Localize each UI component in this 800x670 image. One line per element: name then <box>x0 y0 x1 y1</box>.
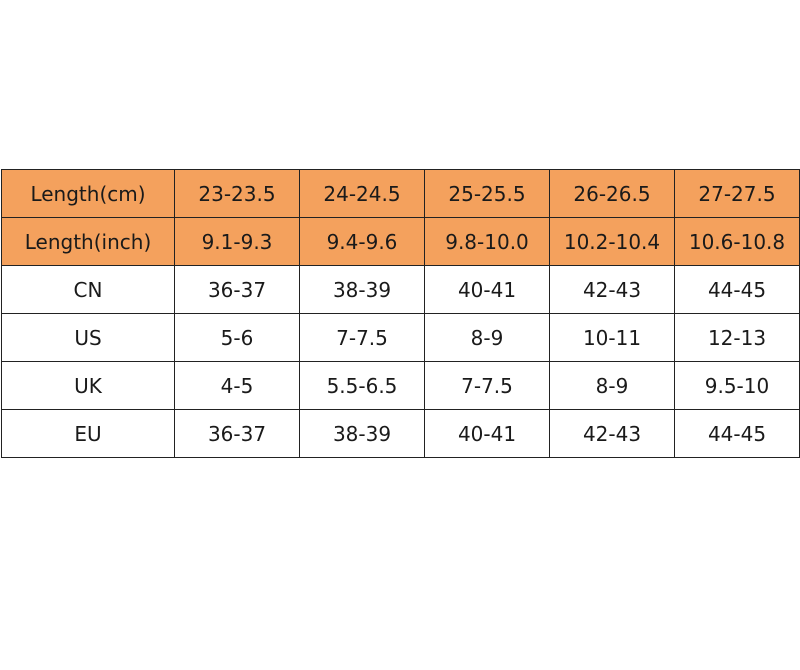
table-cell: 9.5-10 <box>674 361 800 410</box>
table-row-eu: EU 36-37 38-39 40-41 42-43 44-45 <box>1 409 800 458</box>
table-cell: 36-37 <box>174 409 300 458</box>
table-row-cn: CN 36-37 38-39 40-41 42-43 44-45 <box>1 265 800 314</box>
table-cell: 4-5 <box>174 361 300 410</box>
row-label-eu: EU <box>1 409 175 458</box>
row-label-length-inch: Length(inch) <box>1 217 175 266</box>
table-cell: 36-37 <box>174 265 300 314</box>
table-cell: 42-43 <box>549 265 675 314</box>
table-cell: 23-23.5 <box>174 169 300 218</box>
table-cell: 8-9 <box>424 313 550 362</box>
table-cell: 10-11 <box>549 313 675 362</box>
table-row-length-cm: Length(cm) 23-23.5 24-24.5 25-25.5 26-26… <box>1 169 800 218</box>
table-cell: 42-43 <box>549 409 675 458</box>
row-label-uk: UK <box>1 361 175 410</box>
table-cell: 40-41 <box>424 265 550 314</box>
table-row-length-inch: Length(inch) 9.1-9.3 9.4-9.6 9.8-10.0 10… <box>1 217 800 266</box>
table-cell: 26-26.5 <box>549 169 675 218</box>
table-cell: 5.5-6.5 <box>299 361 425 410</box>
table-cell: 10.2-10.4 <box>549 217 675 266</box>
row-label-cn: CN <box>1 265 175 314</box>
table-cell: 44-45 <box>674 409 800 458</box>
table-cell: 44-45 <box>674 265 800 314</box>
size-chart-table: Length(cm) 23-23.5 24-24.5 25-25.5 26-26… <box>1 169 800 458</box>
table-cell: 9.8-10.0 <box>424 217 550 266</box>
table-cell: 9.1-9.3 <box>174 217 300 266</box>
table-cell: 27-27.5 <box>674 169 800 218</box>
table-cell: 38-39 <box>299 409 425 458</box>
table-cell: 24-24.5 <box>299 169 425 218</box>
table-cell: 7-7.5 <box>424 361 550 410</box>
row-label-length-cm: Length(cm) <box>1 169 175 218</box>
table-cell: 9.4-9.6 <box>299 217 425 266</box>
table-cell: 5-6 <box>174 313 300 362</box>
table-cell: 7-7.5 <box>299 313 425 362</box>
table-cell: 25-25.5 <box>424 169 550 218</box>
table-cell: 12-13 <box>674 313 800 362</box>
table-row-us: US 5-6 7-7.5 8-9 10-11 12-13 <box>1 313 800 362</box>
table-cell: 10.6-10.8 <box>674 217 800 266</box>
table-cell: 8-9 <box>549 361 675 410</box>
row-label-us: US <box>1 313 175 362</box>
table-row-uk: UK 4-5 5.5-6.5 7-7.5 8-9 9.5-10 <box>1 361 800 410</box>
table-cell: 38-39 <box>299 265 425 314</box>
table-cell: 40-41 <box>424 409 550 458</box>
